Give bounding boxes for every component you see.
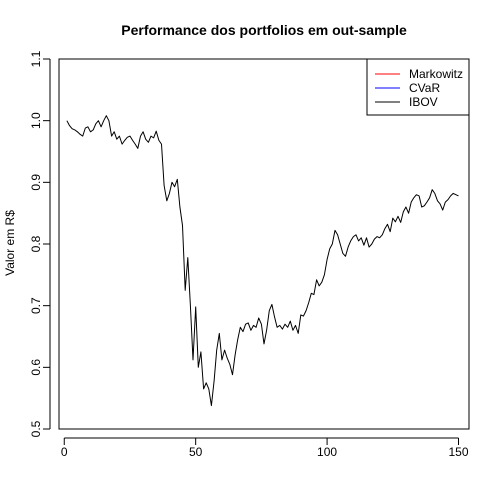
y-tick-label: 0.7 [29,297,43,314]
x-tick-label: 50 [189,445,203,459]
series-group [67,116,459,406]
series-line-ibov [67,116,459,406]
chart-title: Performance dos portfolios em out-sample [121,22,407,38]
legend-label-ibov: IBOV [409,95,438,109]
y-tick-label: 0.5 [29,420,43,437]
y-tick-label: 1.1 [29,50,43,67]
y-axis-label: Valor em R$ [3,210,17,276]
x-tick-label: 0 [61,445,68,459]
y-tick-label: 0.6 [29,359,43,376]
y-tick-label: 0.8 [29,235,43,252]
legend-label-markowitz: Markowitz [409,67,463,81]
y-tick-label: 1.0 [29,112,43,129]
y-tick-label: 0.9 [29,174,43,191]
x-tick-label: 150 [448,445,468,459]
x-tick-label: 100 [317,445,337,459]
legend-label-cvar: CVaR [409,81,440,95]
